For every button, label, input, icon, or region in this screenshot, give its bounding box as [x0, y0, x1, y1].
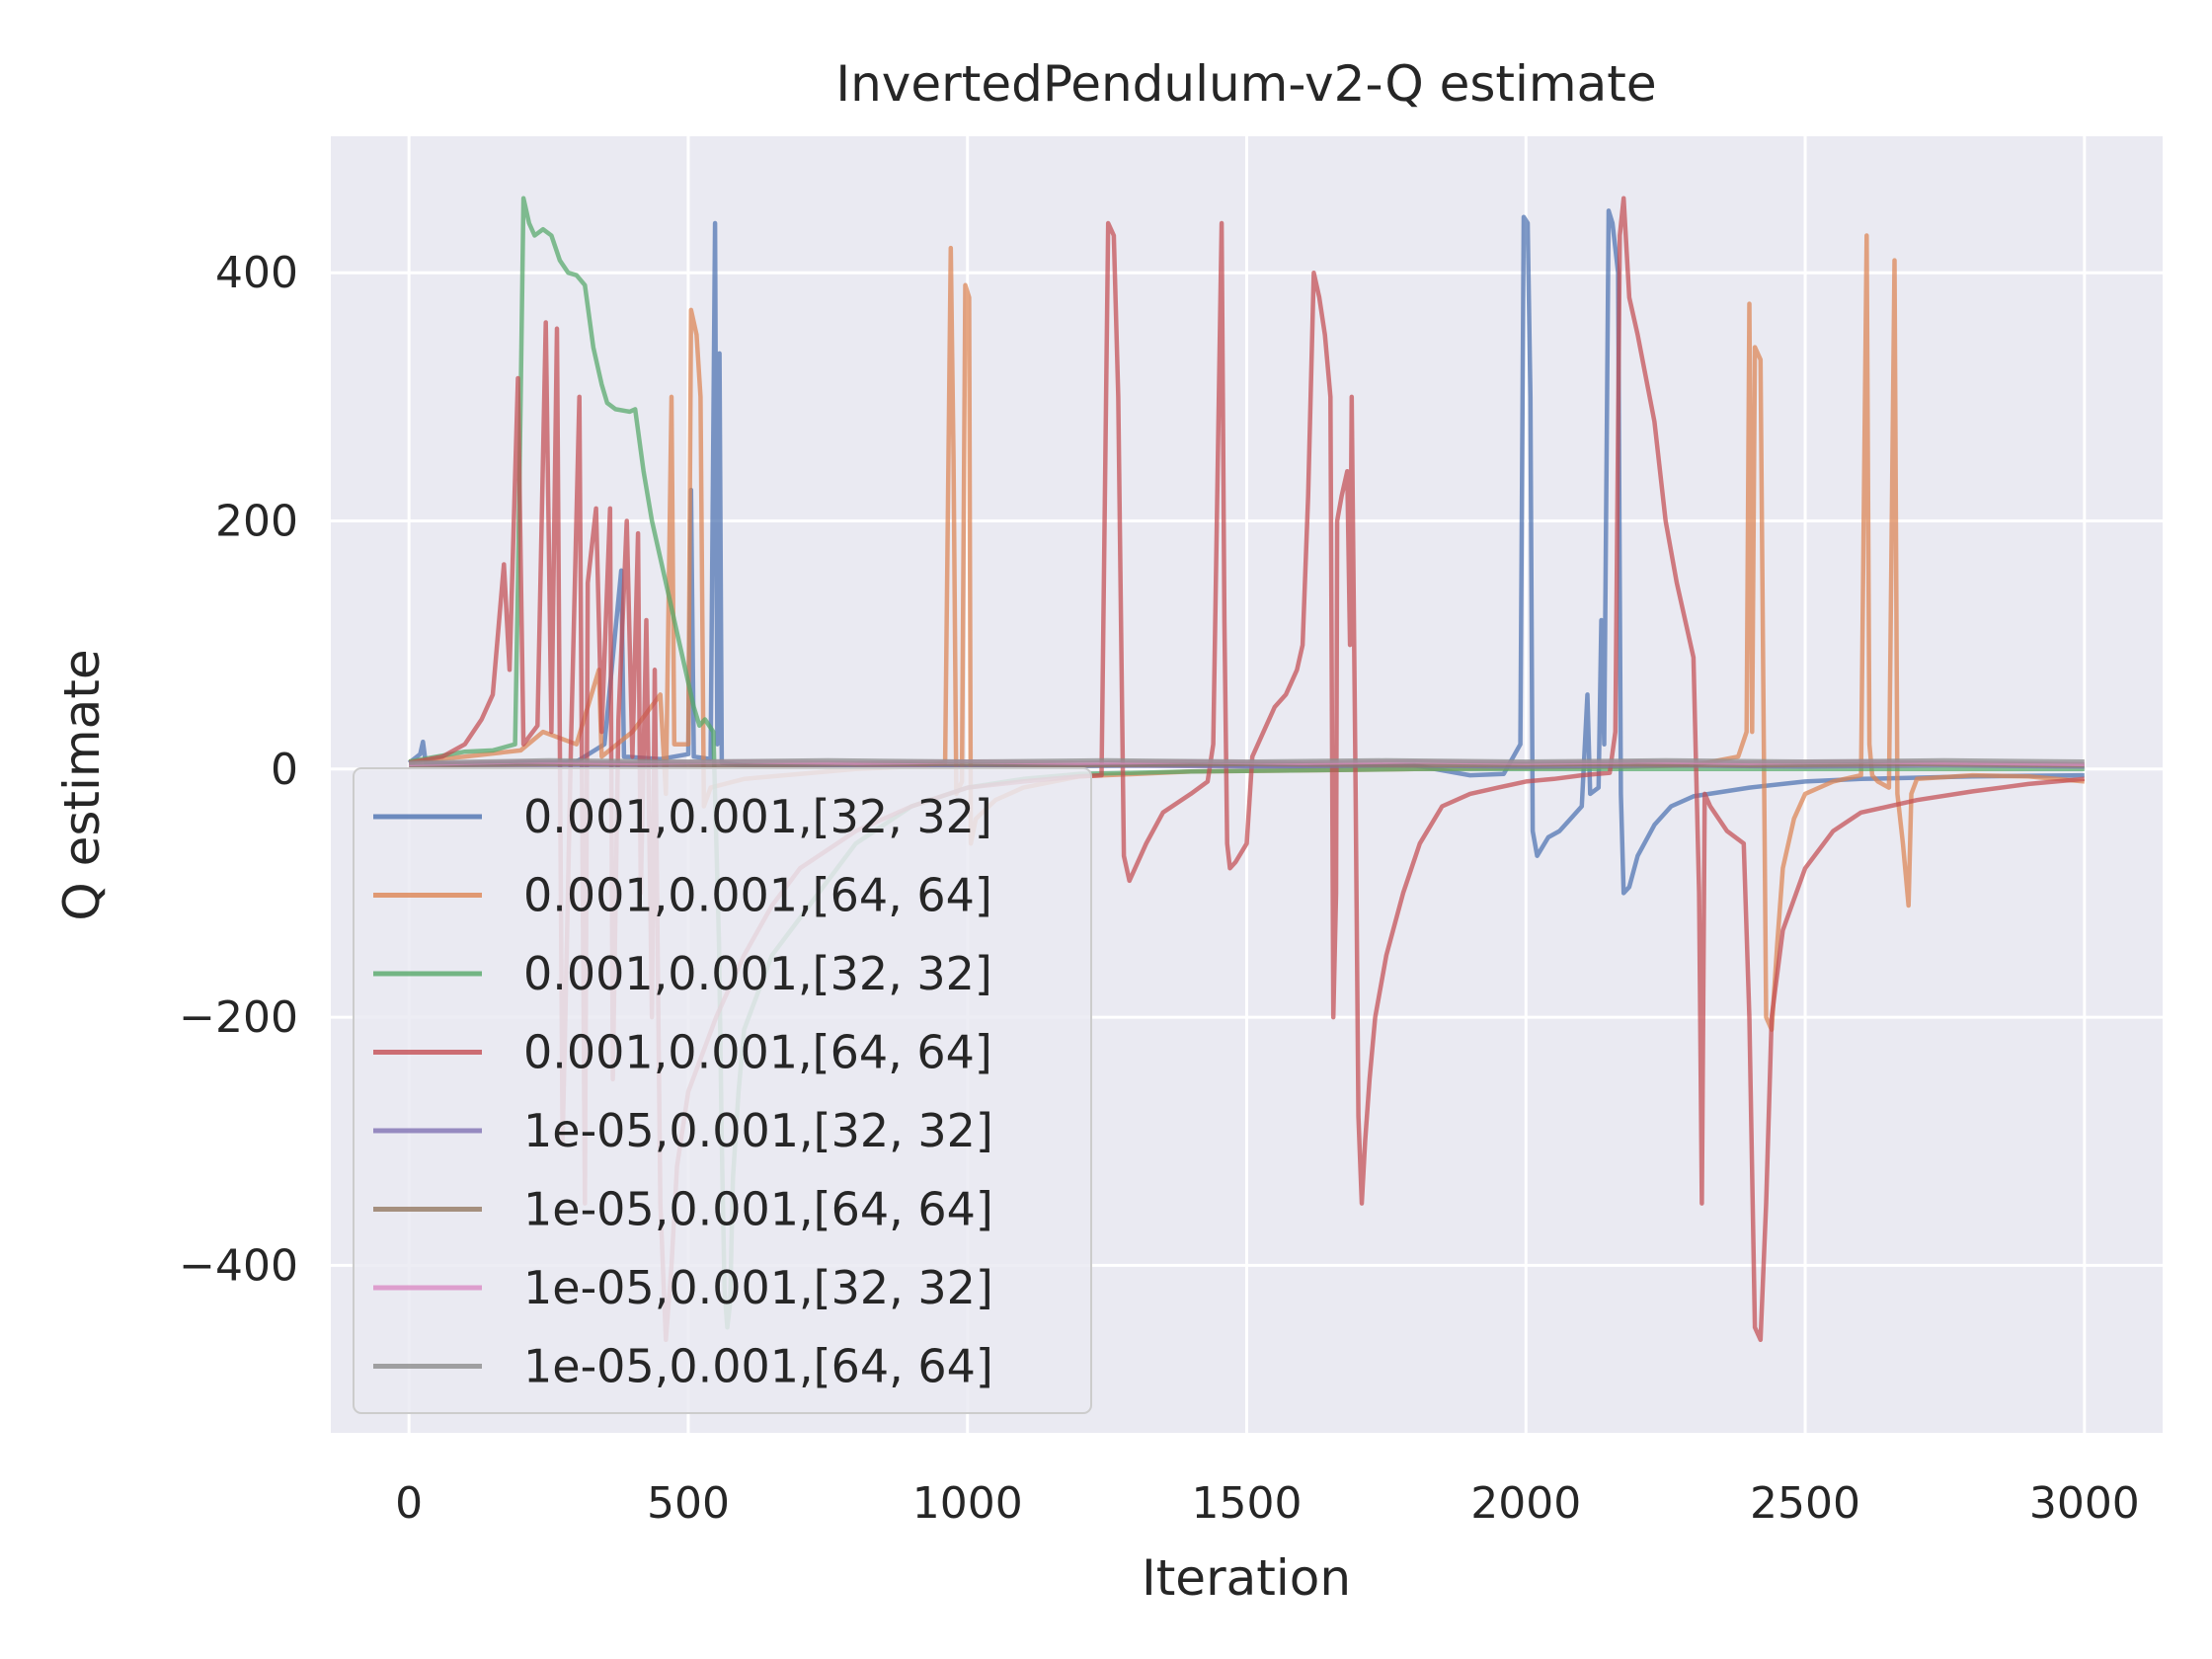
y-tick-labels: −400 −200 0 200 400	[179, 248, 298, 1291]
x-axis-label: Iteration	[1142, 1549, 1351, 1607]
legend: 0.001,0.001,[32, 32] 0.001,0.001,[64, 64]…	[353, 767, 1092, 1414]
chart-title: InvertedPendulum-v2-Q estimate	[835, 55, 1656, 113]
legend-entry-label: 1e-05,0.001,[64, 64]	[523, 1340, 993, 1393]
legend-entry-label: 0.001,0.001,[32, 32]	[523, 790, 992, 843]
x-tick-label: 1500	[1192, 1478, 1303, 1529]
y-tick-label: 400	[215, 248, 298, 298]
x-tick-labels: 0 500 1000 1500 2000 2500 3000	[395, 1478, 2140, 1529]
x-tick-label: 0	[395, 1478, 423, 1529]
series-line-8	[409, 757, 2085, 765]
series-line-1	[407, 208, 2085, 896]
y-axis-label: Q estimate	[53, 649, 111, 920]
y-tick-label: −400	[179, 1240, 298, 1291]
x-tick-label: 3000	[2029, 1478, 2140, 1529]
y-tick-label: 200	[215, 497, 298, 547]
legend-box	[353, 767, 1092, 1414]
y-tick-label: 0	[271, 745, 298, 795]
legend-entry-label: 0.001,0.001,[32, 32]	[523, 947, 992, 1000]
x-tick-label: 2000	[1470, 1478, 1581, 1529]
x-tick-label: 2500	[1750, 1478, 1860, 1529]
legend-entry-label: 1e-05,0.001,[64, 64]	[523, 1183, 993, 1236]
legend-entry-label: 0.001,0.001,[64, 64]	[523, 869, 992, 922]
x-tick-label: 1000	[912, 1478, 1023, 1529]
legend-entry-label: 1e-05,0.001,[32, 32]	[523, 1261, 993, 1314]
series-line-4	[408, 196, 2086, 1343]
y-tick-label: −200	[179, 992, 298, 1043]
legend-entry-label: 0.001,0.001,[64, 64]	[523, 1026, 992, 1079]
series-lines	[407, 196, 2086, 1343]
legend-entry-label: 1e-05,0.001,[32, 32]	[523, 1104, 993, 1157]
x-tick-label: 500	[647, 1478, 730, 1529]
